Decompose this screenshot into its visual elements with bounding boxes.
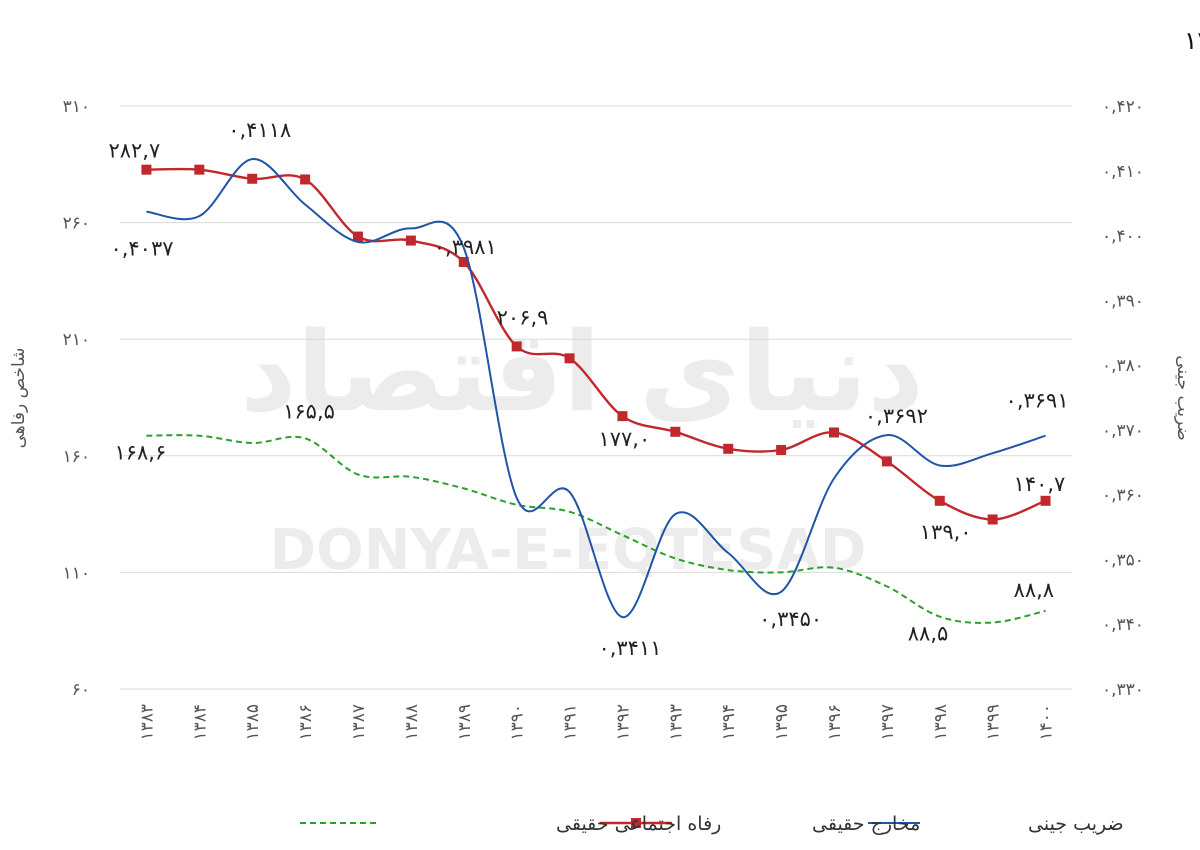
x-axis-ticks: ۱۳۸۳ ۱۳۸۴ ۱۳۸۵ ۱۳۸۶ ۱۳۸۷ ۱۳۸۸ ۱۳۸۹ ۱۳۹۰ ۱۳۹۱ ۱۳۹۲… [137, 704, 1056, 741]
data-label: ۱۶۸,۶ [114, 441, 166, 465]
data-label: ۰,۴۰۳۷ [110, 237, 173, 261]
data-label: ۰,۳۹۸۱ [434, 235, 497, 259]
data-label: ۰,۳۶۹۲ [865, 404, 928, 428]
right-tick-label: ۰,۳۶۰ [1102, 486, 1144, 506]
left-tick-label: ۳۱۰ [63, 97, 90, 117]
series-marker [194, 164, 205, 175]
legend-marker [631, 818, 641, 828]
series-marker [511, 341, 522, 352]
series-marker [987, 514, 998, 525]
data-label: ۱۷۷,۰ [598, 427, 650, 451]
x-tick-label: ۱۳۹۵ [772, 704, 792, 741]
x-tick-label: ۱۳۹۶ [825, 704, 845, 741]
right-tick-label: ۰,۳۴۰ [1102, 615, 1144, 635]
x-tick-label: ۱۳۹۱ [561, 704, 581, 741]
right-tick-label: ۰,۳۸۰ [1102, 356, 1144, 376]
x-tick-label: ۱۳۸۷ [349, 704, 369, 741]
series-marker [723, 443, 734, 454]
series-marker [141, 164, 152, 175]
right-tick-label: ۰,۳۵۰ [1102, 550, 1144, 570]
left-axis-label: شاخص رفاهی [9, 348, 29, 449]
x-tick-label: ۱۴۰۰ [1037, 704, 1057, 741]
legend-label: ضریب جینی [1028, 813, 1124, 835]
series-marker [881, 456, 892, 467]
x-tick-label: ۱۳۸۹ [455, 704, 475, 741]
data-label: ۱۴۰,۷ [1014, 472, 1066, 496]
watermark-persian: دنیای اقتصاد [240, 308, 924, 436]
series-marker [247, 173, 258, 184]
x-tick-label: ۱۳۸۳ [137, 704, 157, 741]
watermark-latin: DONYA-E-EQTESAD [270, 518, 867, 583]
data-label: ۰,۴۱۱۸ [228, 118, 291, 142]
legend-label: رفاه اجتماعی حقیقی [556, 813, 721, 835]
data-labels: ۱۶۸,۶ ۱۶۵,۵ ۸۸,۵ ۸۸,۸ ۲۸۲,۷ ۲۰۶,۹ ۱۷۷,۰ ۱۳۹,۰ ۱۴… [108, 118, 1069, 660]
data-label: ۲۰۶,۹ [497, 305, 549, 329]
series-marker [776, 444, 787, 455]
x-tick-label: ۱۳۸۶ [296, 704, 316, 741]
series-marker [1040, 495, 1051, 506]
left-tick-label: ۲۶۰ [63, 214, 90, 234]
x-tick-label: ۱۳۹۲ [613, 704, 633, 741]
right-tick-label: ۰,۴۲۰ [1102, 97, 1144, 117]
legend-item-2: رفاه اجتماعی حقیقی [300, 813, 721, 835]
legend: ضریب جینی مخارج حقیقی رفاه اجتماعی حقیقی [300, 813, 1124, 835]
data-label: ۰,۳۶۹۱ [1006, 389, 1069, 413]
series-line-0 [146, 434, 1046, 624]
legend-item-1: مخارج حقیقی [600, 813, 920, 835]
left-axis-ticks: ۶۰ ۱۱۰ ۱۶۰ ۲۱۰ ۲۶۰ ۳۱۰ [63, 97, 90, 700]
series-marker [670, 426, 681, 437]
series-marker [617, 411, 628, 422]
series-marker [934, 495, 945, 506]
right-tick-label: ۰,۴۱۰ [1102, 162, 1144, 182]
x-tick-label: ۱۳۸۵ [243, 704, 263, 741]
data-label: ۰,۳۴۱۱ [598, 636, 661, 660]
x-tick-label: ۱۳۹۹ [984, 704, 1004, 741]
x-tick-label: ۱۳۹۸ [931, 704, 951, 741]
x-tick-label: ۱۳۸۸ [402, 704, 422, 741]
data-label: ۸۸,۸ [1014, 578, 1055, 602]
data-label: ۸۸,۵ [908, 622, 949, 646]
legend-item-0: ضریب جینی [868, 813, 1124, 835]
right-tick-label: ۰,۴۰۰ [1102, 227, 1144, 247]
series-marker [829, 427, 839, 438]
left-tick-label: ۲۱۰ [63, 330, 90, 350]
x-tick-label: ۱۳۹۴ [719, 704, 739, 741]
series-lines [141, 158, 1051, 624]
gridlines [120, 105, 1072, 690]
right-tick-label: ۰,۳۹۰ [1102, 291, 1144, 311]
x-tick-label: ۱۳۸۴ [190, 704, 210, 741]
right-tick-label: ۰,۳۳۰ [1102, 680, 1144, 700]
series-marker [405, 235, 416, 246]
x-tick-label: ۱۳۹۳ [666, 704, 686, 741]
data-label: ۰,۳۴۵۰ [759, 607, 822, 631]
data-label: ۱۳۹,۰ [920, 520, 972, 544]
series-marker [564, 353, 575, 364]
chart-title: رفاه اجتماعی حقیقی سن، مخارج کل حقیقی و … [1184, 26, 1200, 56]
series-line-2 [146, 158, 1046, 619]
right-tick-label: ۰,۳۷۰ [1102, 421, 1144, 441]
left-tick-label: ۱۱۰ [63, 563, 90, 583]
series-marker [300, 174, 311, 185]
left-tick-label: ۶۰ [72, 680, 90, 700]
right-axis-label: ضریب جینی [1173, 355, 1193, 441]
right-axis-ticks: ۰,۳۳۰ ۰,۳۴۰ ۰,۳۵۰ ۰,۳۶۰ ۰,۳۷۰ ۰,۳۸۰ ۰,۳۹۰ ۰,۴۰۰… [1102, 97, 1144, 700]
x-tick-label: ۱۳۹۰ [508, 704, 528, 741]
series-marker [353, 231, 363, 242]
x-tick-label: ۱۳۹۷ [878, 704, 898, 741]
left-tick-label: ۱۶۰ [63, 447, 90, 467]
data-label: ۱۶۵,۵ [283, 399, 335, 423]
series-marker [458, 257, 469, 268]
data-label: ۲۸۲,۷ [108, 139, 160, 163]
legend-label: مخارج حقیقی [812, 813, 920, 835]
watermark: DONYA-E-EQTESAD دنیای اقتصاد [240, 308, 924, 583]
